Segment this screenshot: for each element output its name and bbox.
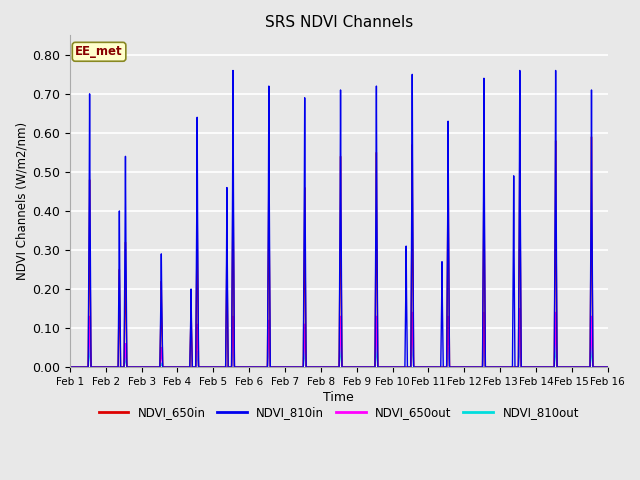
Legend: NDVI_650in, NDVI_810in, NDVI_650out, NDVI_810out: NDVI_650in, NDVI_810in, NDVI_650out, NDV… [94,402,584,424]
Text: EE_met: EE_met [76,45,123,58]
Y-axis label: NDVI Channels (W/m2/nm): NDVI Channels (W/m2/nm) [15,122,28,280]
X-axis label: Time: Time [323,391,354,404]
Title: SRS NDVI Channels: SRS NDVI Channels [264,15,413,30]
